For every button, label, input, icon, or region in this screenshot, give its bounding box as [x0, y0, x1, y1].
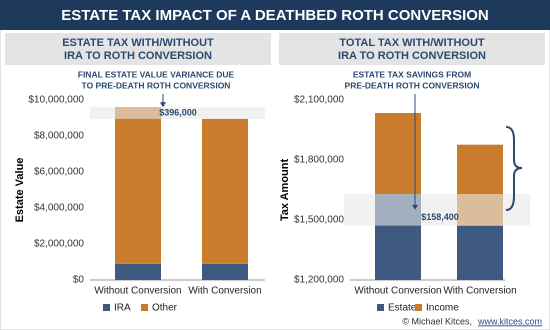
legend-swatch	[103, 304, 110, 311]
x-tick-label: Without Conversion	[94, 286, 181, 297]
highlight-band	[90, 107, 265, 119]
legend-swatch	[141, 304, 148, 311]
annotation: ESTATE TAX SAVINGS FROM	[353, 69, 471, 79]
y-axis-label: Tax Amount	[279, 159, 291, 222]
legend-label: Other	[152, 303, 178, 314]
annotation-value: $158,400	[421, 212, 459, 222]
bar-segment	[202, 263, 248, 280]
y-tick-label: $1,200,000	[294, 275, 344, 286]
annotation: PRE-DEATH ROTH CONVERSION	[345, 80, 480, 90]
footer-credit: © Michael Kitces,	[402, 316, 472, 326]
subtitle-box	[5, 33, 271, 65]
y-tick-label: $0	[73, 275, 85, 286]
brace	[505, 126, 523, 211]
y-tick-label: $6,000,000	[34, 167, 84, 178]
y-tick-label: $1,800,000	[294, 155, 344, 166]
arrow-head	[160, 102, 166, 108]
y-tick-label: $4,000,000	[34, 203, 84, 214]
legend-label: IRA	[114, 303, 131, 314]
subtitle-box	[279, 33, 545, 65]
y-tick-label: $2,100,000	[294, 95, 344, 106]
chart-subtitle: IRA TO ROTH CONVERSION	[338, 50, 486, 62]
bar-segment	[375, 113, 421, 194]
chart-subtitle: ESTATE TAX WITH/WITHOUT	[62, 37, 214, 49]
legend-label: Estate	[388, 303, 417, 314]
x-tick-label: With Conversion	[188, 286, 261, 297]
bar-segment	[115, 263, 161, 280]
chart-subtitle: TOTAL TAX WITH/WITHOUT	[339, 37, 484, 49]
footer-link[interactable]: www.kitces.com	[477, 316, 542, 326]
highlight-band	[344, 194, 530, 226]
y-tick-label: $2,000,000	[34, 239, 84, 250]
legend-swatch	[377, 304, 384, 311]
y-tick-label: $8,000,000	[34, 131, 84, 142]
legend-label: Income	[426, 303, 459, 314]
bar-segment	[457, 225, 503, 280]
bar-segment	[115, 107, 161, 264]
annotation: TO PRE-DEATH ROTH CONVERSION	[82, 80, 231, 90]
y-axis-label: Estate Value	[14, 158, 26, 223]
title-bar	[0, 0, 550, 30]
annotation-value: $396,000	[159, 107, 197, 117]
arrow-head	[412, 204, 418, 210]
y-tick-label: $10,000,000	[28, 95, 84, 106]
y-tick-label: $1,500,000	[294, 215, 344, 226]
legend-swatch	[415, 304, 422, 311]
page-title: ESTATE TAX IMPACT OF A DEATHBED ROTH CON…	[61, 7, 489, 24]
x-tick-label: With Conversion	[443, 286, 516, 297]
bar-segment	[202, 118, 248, 264]
annotation: FINAL ESTATE VALUE VARIANCE DUE	[78, 69, 235, 79]
chart-subtitle: IRA TO ROTH CONVERSION	[64, 50, 212, 62]
x-tick-label: Without Conversion	[354, 286, 441, 297]
